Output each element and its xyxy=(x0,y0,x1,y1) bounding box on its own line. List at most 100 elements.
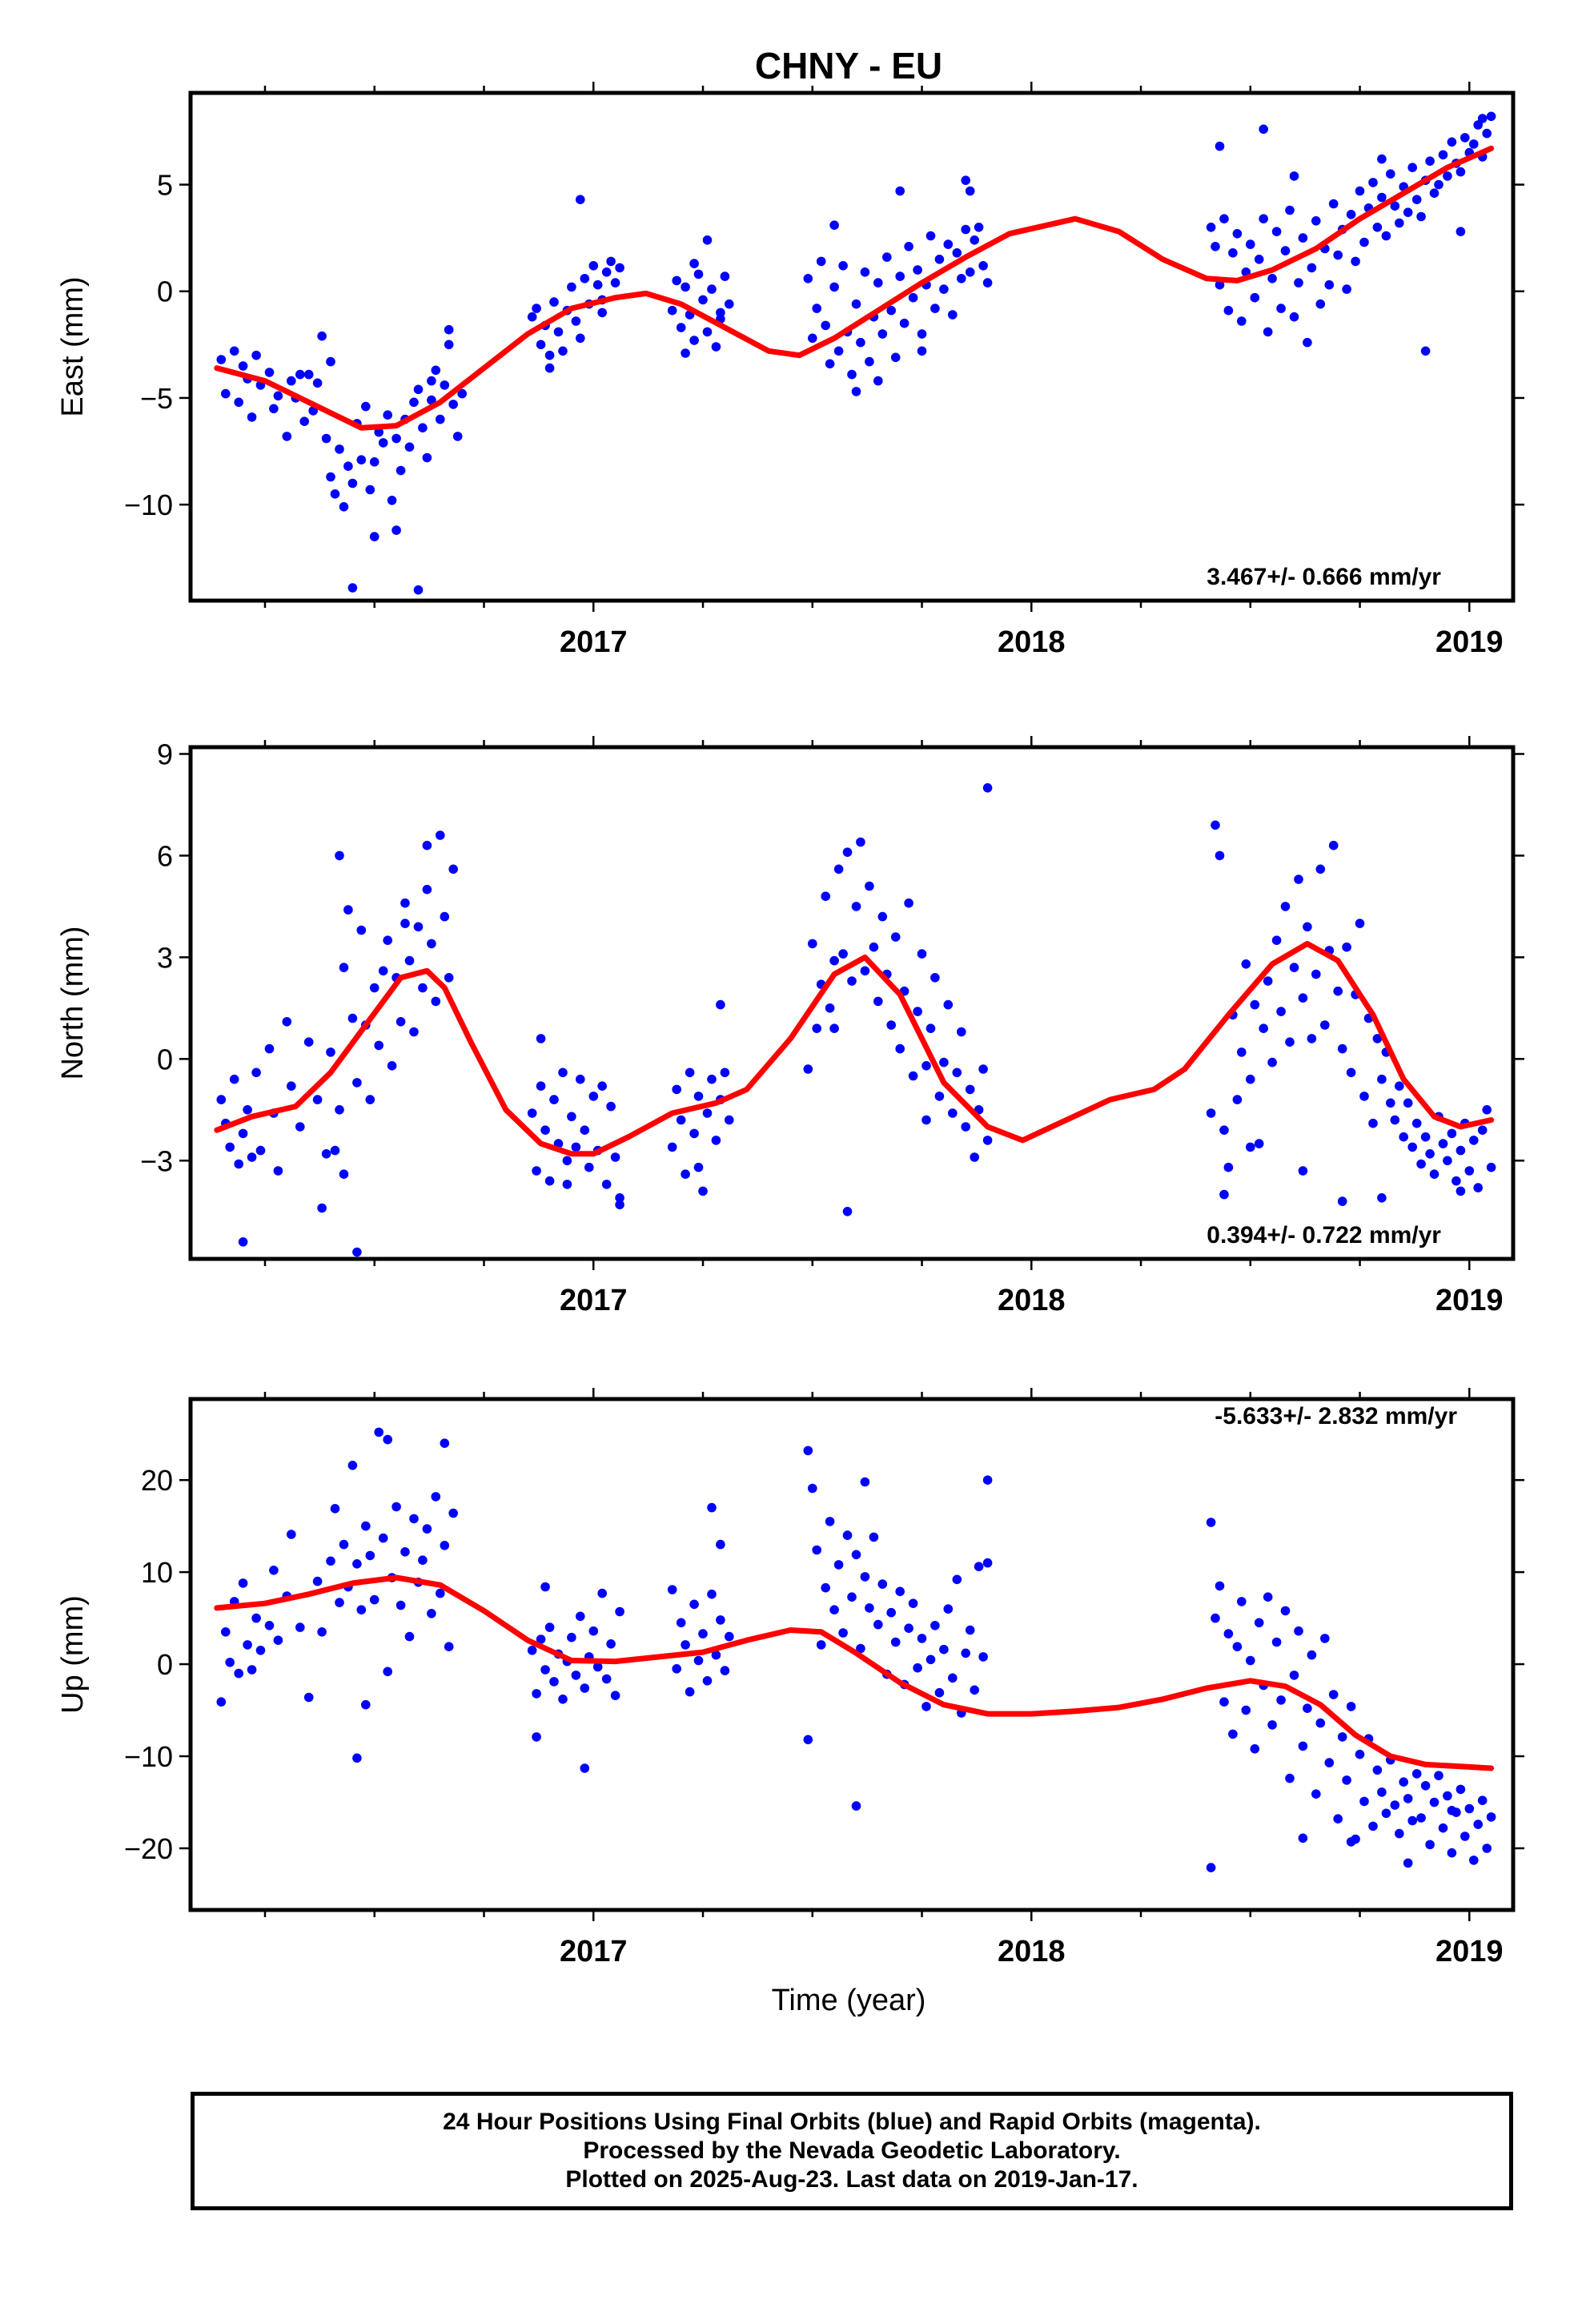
east-x-tick-label: 2017 xyxy=(560,625,628,659)
east-data-point xyxy=(601,267,612,277)
up-data-point xyxy=(1477,1795,1488,1805)
north-data-point xyxy=(400,898,410,908)
up-data-point xyxy=(1434,1771,1443,1780)
east-data-point xyxy=(939,284,949,294)
north-data-point xyxy=(584,1162,594,1172)
north-y-axis-label: North (mm) xyxy=(56,926,90,1080)
up-data-point xyxy=(1311,1789,1321,1799)
north-data-point xyxy=(1267,1057,1277,1068)
up-data-point xyxy=(1411,1769,1422,1779)
east-data-point xyxy=(1246,239,1255,249)
up-data-point xyxy=(1372,1765,1383,1775)
north-data-point xyxy=(821,891,830,901)
east-data-point xyxy=(908,292,918,303)
north-data-point xyxy=(536,1081,546,1091)
east-data-point xyxy=(365,485,375,495)
east-data-point xyxy=(216,355,227,364)
east-data-point xyxy=(1372,223,1383,232)
north-data-point xyxy=(693,1092,704,1101)
east-data-point xyxy=(1280,246,1291,255)
east-data-point xyxy=(339,502,349,512)
up-data-point xyxy=(926,1655,936,1665)
north-data-point xyxy=(1219,1189,1229,1200)
north-data-point xyxy=(1359,1092,1369,1101)
east-data-point xyxy=(1206,223,1216,232)
east-data-point xyxy=(361,401,371,412)
east-data-point xyxy=(873,376,883,386)
up-y-tick-label: −10 xyxy=(124,1740,173,1773)
up-data-point xyxy=(842,1530,853,1540)
up-data-point xyxy=(965,1625,975,1635)
north-data-point xyxy=(939,1057,949,1068)
up-data-point xyxy=(1298,1833,1308,1844)
east-data-point xyxy=(1482,128,1492,139)
north-data-point xyxy=(400,919,410,928)
north-data-point xyxy=(1377,1074,1387,1084)
east-data-point xyxy=(1355,186,1365,196)
north-data-point xyxy=(1219,1125,1229,1135)
up-data-point xyxy=(369,1594,379,1605)
north-data-point xyxy=(562,1156,572,1166)
east-data-point xyxy=(1259,214,1268,224)
up-data-point xyxy=(1403,1858,1413,1868)
up-data-point xyxy=(1399,1777,1408,1787)
north-data-point xyxy=(808,939,817,949)
east-data-point xyxy=(672,275,681,286)
north-data-point xyxy=(387,1061,397,1071)
up-data-point xyxy=(672,1664,681,1674)
north-data-point xyxy=(1211,820,1220,830)
north-data-point xyxy=(1486,1162,1496,1172)
east-data-point xyxy=(1263,327,1273,337)
east-data-point xyxy=(829,220,839,231)
up-data-point xyxy=(580,1683,590,1693)
north-data-point xyxy=(444,973,454,983)
up-data-point xyxy=(431,1492,441,1502)
up-data-point xyxy=(982,1475,993,1485)
up-data-point xyxy=(1420,1781,1431,1791)
up-data-point xyxy=(1482,1844,1492,1853)
up-data-point xyxy=(356,1605,367,1614)
up-data-point xyxy=(576,1611,585,1622)
up-data-point xyxy=(365,1550,375,1561)
east-y-tick-label: −10 xyxy=(124,489,173,521)
east-data-point xyxy=(860,267,870,277)
up-data-point xyxy=(1337,1732,1347,1742)
east-data-point xyxy=(1469,139,1479,149)
east-data-point xyxy=(229,346,239,356)
up-data-point xyxy=(1359,1796,1369,1807)
east-panel: 2017 2018 2019 5 0 −5 −10 East (mm) 3.467+/- 0.6… xyxy=(56,82,1524,659)
north-data-point xyxy=(1456,1145,1466,1156)
up-data-point xyxy=(1206,1518,1216,1527)
east-data-point xyxy=(1377,154,1387,164)
up-data-point xyxy=(851,1801,861,1811)
east-data-point xyxy=(725,299,734,309)
east-plot-frame xyxy=(188,90,1516,603)
north-data-point xyxy=(725,1115,734,1125)
north-data-point xyxy=(1473,1183,1483,1192)
up-data-point xyxy=(1407,1815,1417,1826)
up-data-point xyxy=(251,1613,261,1623)
north-data-point xyxy=(243,1105,252,1115)
up-data-point xyxy=(216,1697,227,1707)
north-data-point xyxy=(1315,864,1326,875)
east-data-point xyxy=(1346,210,1356,219)
east-data-point xyxy=(895,271,905,281)
up-data-point xyxy=(1232,1642,1243,1651)
up-data-point xyxy=(1237,1597,1247,1606)
up-data-point xyxy=(221,1627,231,1637)
north-data-point xyxy=(1416,1159,1426,1169)
up-data-point xyxy=(1254,1618,1264,1628)
up-data-point xyxy=(865,1603,874,1613)
east-data-point xyxy=(957,274,966,283)
up-data-point xyxy=(352,1559,362,1569)
east-data-point xyxy=(452,432,463,441)
east-data-point xyxy=(856,337,865,348)
north-data-point xyxy=(238,1128,248,1139)
north-data-point xyxy=(869,942,879,952)
up-data-point xyxy=(391,1502,401,1512)
up-data-point xyxy=(347,1461,358,1470)
up-data-point xyxy=(1328,1690,1339,1699)
up-data-point xyxy=(676,1618,686,1628)
north-data-point xyxy=(702,1108,713,1118)
up-data-point xyxy=(273,1635,283,1645)
